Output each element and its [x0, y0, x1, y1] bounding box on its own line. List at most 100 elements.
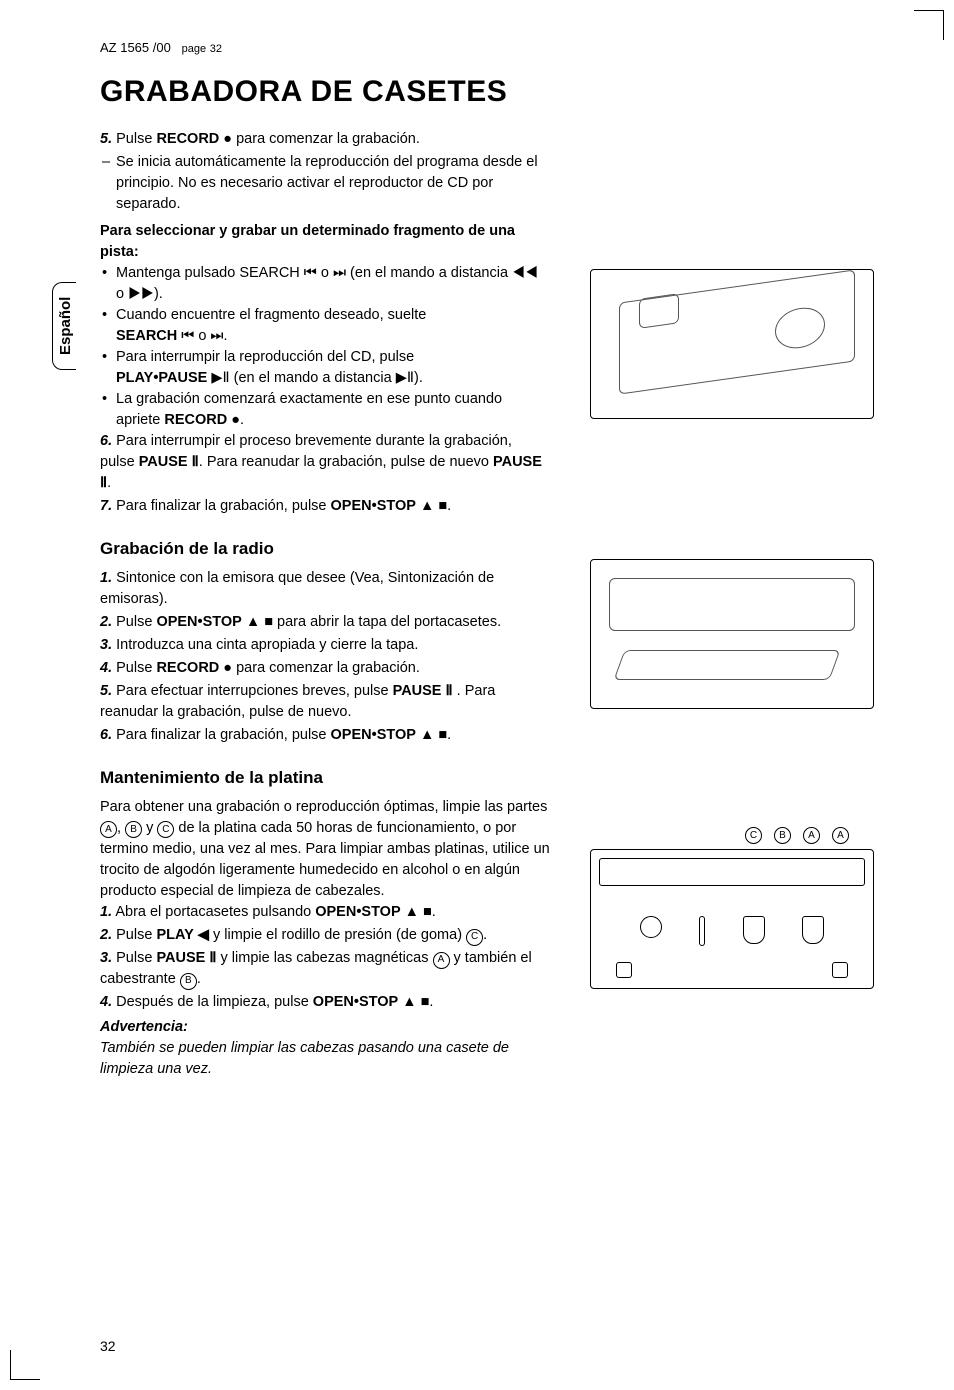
text: Sintonice con la emisora que desee (Vea,… [100, 570, 494, 607]
dash: – [102, 152, 116, 173]
text: y limpie el rodillo de presión (de goma) [209, 927, 466, 943]
page-title: GRABADORA DE CASETES [100, 75, 874, 109]
device-figure-2 [590, 559, 874, 709]
step-number: 4. [100, 994, 112, 1010]
button-label: OPEN•STOP [315, 904, 400, 920]
text: . [429, 994, 433, 1010]
button-label: PAUSE [139, 454, 188, 470]
step-number: 6. [100, 727, 112, 743]
text: Para finalizar la grabación, pulse [116, 727, 330, 743]
tape-head-icon [802, 916, 824, 944]
part-label-b: B [125, 821, 142, 838]
step-number: 3. [100, 950, 112, 966]
step-number: 3. [100, 637, 112, 653]
header-page-number: 32 [210, 43, 222, 55]
text: . [447, 498, 451, 514]
language-tab: Español [52, 282, 76, 370]
text: Para finalizar la grabación, pulse [116, 498, 330, 514]
deck-label-b: B [774, 827, 791, 844]
text: . [223, 328, 227, 344]
text: Abra el portacasetes pulsando [115, 904, 315, 920]
part-label-a: A [100, 821, 117, 838]
text: Para obtener una grabación o reproducció… [100, 799, 547, 815]
record-icon: ● [219, 131, 232, 147]
button-label: PAUSE [393, 683, 442, 699]
pause-icon: Ⅱ [205, 950, 216, 966]
text: (en el mando a distancia [230, 370, 396, 386]
crop-mark-bl [10, 1350, 40, 1380]
tape-head-icon [743, 916, 765, 944]
pause-icon: Ⅱ [188, 454, 199, 470]
page-header: AZ 1565 /00 page 32 [100, 40, 874, 55]
text: , [117, 820, 125, 836]
text: Pulse [116, 950, 156, 966]
maintenance-intro: Para obtener una grabación o reproducció… [100, 797, 550, 902]
part-label-a: A [433, 952, 450, 969]
step-number: 5. [100, 683, 112, 699]
warning-heading: Advertencia: [100, 1017, 550, 1038]
step-number: 4. [100, 660, 112, 676]
step-number: 1. [100, 570, 112, 586]
text: Introduzca una cinta apropiada y cierre … [116, 637, 418, 653]
stop-eject-icon: ▲ ■ [401, 904, 432, 920]
text: . [107, 475, 111, 491]
play-icon: ◀ [194, 927, 209, 943]
play-pause-icon: ▶Ⅱ [396, 370, 414, 386]
radio-step-3: 3. Introduzca una cinta apropiada y cier… [100, 635, 550, 656]
dot-icon: • [102, 347, 116, 368]
text: Mantenga pulsado SEARCH ⏮ o ⏭ (en el man… [116, 263, 550, 305]
radio-step-6: 6. Para finalizar la grabación, pulse OP… [100, 725, 550, 746]
stop-eject-icon: ▲ ■ [242, 614, 273, 630]
step-6: 6. Para interrumpir el proceso brevement… [100, 431, 550, 494]
maint-step-2: 2. Pulse PLAY ◀ y limpie el rodillo de p… [100, 925, 550, 946]
section-heading-maintenance: Mantenimiento de la platina [100, 766, 550, 791]
footer-page-number: 32 [100, 1338, 116, 1354]
search-icon: ⏮ o ⏭ [177, 328, 223, 344]
pinch-roller-icon [640, 916, 662, 938]
deck-labels-row: C B A A [745, 827, 849, 844]
text: Pulse [116, 927, 156, 943]
maint-step-1: 1. Abra el portacasetes pulsando OPEN•ST… [100, 902, 550, 923]
text: . [483, 927, 487, 943]
button-label: OPEN•STOP [156, 614, 241, 630]
text: . [447, 727, 451, 743]
step-7: 7. Para finalizar la grabación, pulse OP… [100, 496, 550, 517]
pause-icon: Ⅱ [441, 683, 452, 699]
record-icon: ● [227, 412, 240, 428]
play-pause-icon: ▶Ⅱ [207, 370, 229, 386]
subheading: Para seleccionar y grabar un determinado… [100, 221, 550, 263]
button-label: RECORD [156, 131, 219, 147]
bullet: • La grabación comenzará exactamente en … [100, 389, 550, 431]
step-5: 5. Pulse RECORD ● para comenzar la graba… [100, 129, 550, 150]
text: Pulse [116, 660, 156, 676]
text: para abrir la tapa del portacasetes. [273, 614, 501, 630]
text: Pulse [116, 131, 156, 147]
page-label: page [182, 43, 206, 55]
dot-icon: • [102, 305, 116, 326]
text: Para efectuar interrupciones breves, pul… [116, 683, 392, 699]
crop-mark-tr [914, 10, 944, 40]
capstan-icon [699, 916, 705, 946]
bullet: • Para interrumpir la reproducción del C… [100, 347, 550, 389]
maint-step-3: 3. Pulse PAUSE Ⅱ y limpie las cabezas ma… [100, 948, 550, 990]
step-number: 7. [100, 498, 112, 514]
button-label: RECORD [164, 412, 227, 428]
record-icon: ● [219, 660, 232, 676]
button-label: PAUSE [156, 950, 205, 966]
warning-text: También se pueden limpiar las cabezas pa… [100, 1038, 550, 1080]
deck-label-a: A [803, 827, 820, 844]
button-label: OPEN•STOP [313, 994, 398, 1010]
button-label: PAUSE [493, 454, 542, 470]
text: . [240, 412, 244, 428]
deck-label-a: A [832, 827, 849, 844]
stop-eject-icon: ▲ ■ [416, 727, 447, 743]
text: . [197, 971, 201, 987]
section-heading-radio: Grabación de la radio [100, 537, 550, 562]
step-number: 6. [100, 433, 112, 449]
guide-icon [616, 962, 632, 978]
step-number: 1. [100, 904, 112, 920]
text: Pulse [116, 614, 156, 630]
text: Después de la limpieza, pulse [116, 994, 313, 1010]
button-label: SEARCH [116, 328, 177, 344]
text: y limpie las cabezas magnéticas [217, 950, 433, 966]
